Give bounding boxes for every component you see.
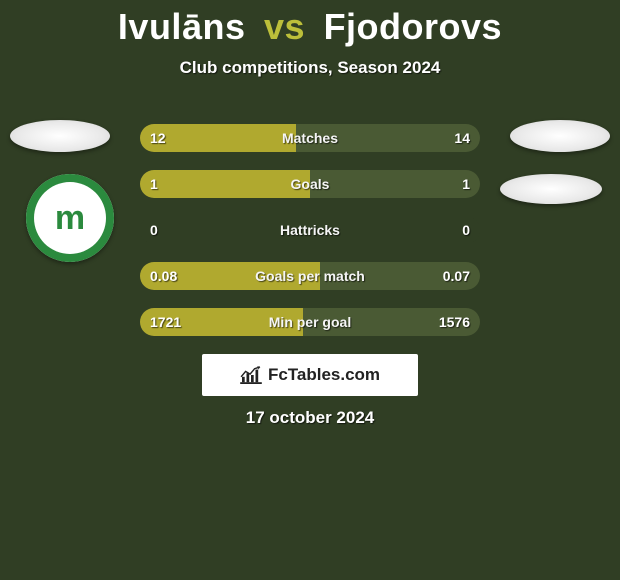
stat-label: Min per goal [140,308,480,336]
stat-label: Hattricks [140,216,480,244]
stat-bars: 1214Matches 11Goals 00Hattricks 0.080.07Goa… [140,124,480,354]
stat-row: 1214Matches [140,124,480,152]
brand-chart-icon [240,366,262,384]
stat-row: 0.080.07Goals per match [140,262,480,290]
stat-row: 17211576Min per goal [140,308,480,336]
subtitle: Club competitions, Season 2024 [0,58,620,78]
stat-label: Goals per match [140,262,480,290]
title-vs: vs [264,6,305,47]
player1-name: Ivulāns [118,6,246,47]
player2-photo-placeholder [510,120,610,152]
stat-row: 00Hattricks [140,216,480,244]
player1-photo-placeholder [10,120,110,152]
stat-row: 11Goals [140,170,480,198]
stat-label: Matches [140,124,480,152]
brand-text: FcTables.com [268,365,380,385]
snapshot-date: 17 october 2024 [0,408,620,428]
player2-name: Fjodorovs [324,6,503,47]
brand-badge: FcTables.com [202,354,418,396]
player2-club-crest-placeholder [500,174,602,204]
stat-label: Goals [140,170,480,198]
comparison-title: Ivulāns vs Fjodorovs [0,0,620,48]
player1-club-crest: m [26,174,114,262]
club-crest-glyph: m [55,199,85,238]
